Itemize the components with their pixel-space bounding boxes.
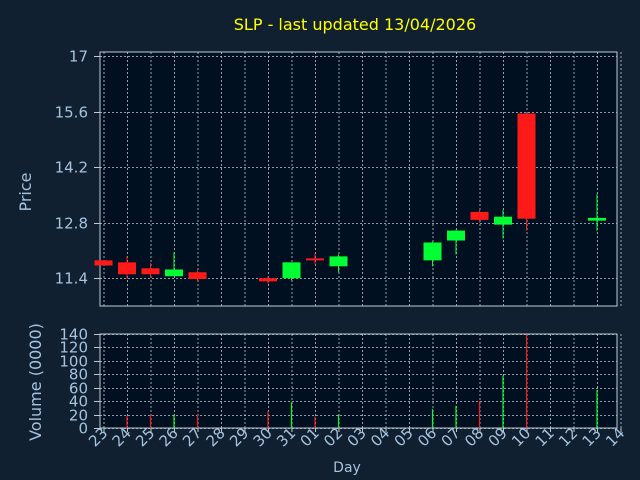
candle-body-down xyxy=(141,268,160,275)
candle-body-up xyxy=(423,242,442,261)
candle-body-down xyxy=(517,113,536,219)
x-axis-label: Day xyxy=(333,460,361,476)
candle-body-up xyxy=(588,217,606,221)
price-tick-label: 15.6 xyxy=(55,104,88,122)
candle-body-down xyxy=(188,272,207,280)
candle-body-up xyxy=(165,269,183,277)
candle-body-up xyxy=(329,256,348,267)
candle-body-down xyxy=(259,278,277,282)
candle-body-down xyxy=(94,260,113,266)
volume-tick-label: 20 xyxy=(69,407,88,425)
price-tick-label: 17 xyxy=(69,48,88,66)
volume-tick-label: 100 xyxy=(59,353,88,371)
candle-body-down xyxy=(306,258,324,261)
price-tick-label: 14.2 xyxy=(55,159,88,177)
chart-title: SLP - last updated 13/04/2026 xyxy=(234,15,476,34)
price-panel: 11.4 12.8 14.2 15.6 17 xyxy=(55,48,622,307)
volume-plot-area xyxy=(99,333,618,429)
price-tick-label: 11.4 xyxy=(55,270,88,288)
price-axis-label: Price xyxy=(16,172,35,211)
candle-body-down xyxy=(118,262,136,275)
volume-axis-label: Volume (0000) xyxy=(26,323,45,441)
volume-tick-label: 140 xyxy=(59,326,88,344)
candle-body-down xyxy=(470,211,489,220)
volume-tick-label: 120 xyxy=(59,339,88,357)
candle-body-up xyxy=(282,262,301,279)
candle-body-up xyxy=(447,230,465,241)
candle-body-up xyxy=(494,216,512,225)
price-plot-area xyxy=(99,51,618,307)
volume-tick-label: 80 xyxy=(69,366,88,384)
volume-tick-label: 60 xyxy=(69,380,88,398)
volume-tick-label: 0 xyxy=(78,420,88,438)
price-tick-label: 12.8 xyxy=(55,215,88,233)
volume-tick-label: 40 xyxy=(69,393,88,411)
